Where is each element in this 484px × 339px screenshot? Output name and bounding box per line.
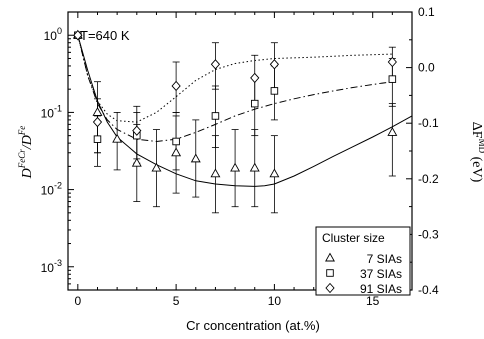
data-point-diamond xyxy=(210,59,221,70)
data-point-diamond xyxy=(73,30,83,41)
x-tick-label: 10 xyxy=(268,294,282,308)
fit-curve-diamond xyxy=(77,35,393,123)
y-right-tick-label: -0.4 xyxy=(418,283,439,297)
data-point-diamond xyxy=(250,72,260,84)
legend-marker-diamond xyxy=(325,282,335,294)
legend-label: 91 SIAs xyxy=(360,282,402,296)
legend-marker-square xyxy=(326,269,334,277)
y-left-tick-label: 10-3 xyxy=(41,258,62,275)
data-point-triangle xyxy=(151,162,162,172)
y-axis-label-left: DFeCr/DFe xyxy=(17,126,35,180)
data-point-triangle xyxy=(387,127,398,136)
y-right-tick-label: -0.1 xyxy=(418,116,439,130)
data-point-square xyxy=(211,112,220,120)
y-left-tick-label: 10-2 xyxy=(41,181,62,198)
data-markers xyxy=(72,29,398,178)
data-point-square xyxy=(93,135,102,143)
data-point-triangle xyxy=(249,162,260,172)
legend-label: 37 SIAs xyxy=(360,267,402,281)
y-right-tick-label: 0.0 xyxy=(418,61,435,75)
y-right-tick-label: -0.2 xyxy=(418,172,439,186)
data-point-triangle xyxy=(230,162,241,172)
x-tick-label: 5 xyxy=(173,294,180,308)
y-right-tick-label: 0.1 xyxy=(418,5,435,19)
data-point-diamond xyxy=(171,80,181,92)
data-point-square xyxy=(250,99,259,108)
legend-label: 7 SIAs xyxy=(367,252,402,266)
data-point-diamond xyxy=(387,56,397,68)
data-point-triangle xyxy=(171,147,182,157)
data-point-diamond xyxy=(92,116,103,128)
data-point-square xyxy=(172,137,180,146)
data-point-diamond xyxy=(269,59,280,70)
data-point-triangle xyxy=(112,133,123,143)
axes: 0 5 10 15 10-3 10-2 10-1 100 0.1 0.0 -0.1 -0.2 -0.3 -… xyxy=(41,5,439,308)
data-point-triangle xyxy=(210,168,221,178)
fit-curve-triangle xyxy=(77,35,413,187)
data-point-diamond xyxy=(132,125,142,136)
y-left-tick-label: 10-1 xyxy=(41,103,62,120)
x-axis-label: Cr concentration (at.%) xyxy=(186,318,320,333)
x-tick-label: 15 xyxy=(366,294,380,308)
fit-curve-square xyxy=(77,35,393,143)
data-point-triangle xyxy=(92,106,103,116)
temperature-annotation: T=640 K xyxy=(80,28,130,43)
y-left-tick-label: 100 xyxy=(44,26,62,43)
data-point-triangle xyxy=(269,168,280,178)
data-point-triangle xyxy=(190,153,201,163)
x-tick-label: 0 xyxy=(74,294,81,308)
error-bars xyxy=(93,42,396,214)
data-point-square xyxy=(270,87,279,95)
legend-marker-triangle xyxy=(325,252,335,262)
data-point-square xyxy=(388,75,397,83)
y-axis-label-right: ΔFMD (eV) xyxy=(469,122,484,183)
data-point-triangle xyxy=(131,157,142,167)
y-right-tick-label: -0.3 xyxy=(418,227,439,241)
legend-title: Cluster size xyxy=(322,231,385,245)
fit-curves xyxy=(77,35,413,187)
